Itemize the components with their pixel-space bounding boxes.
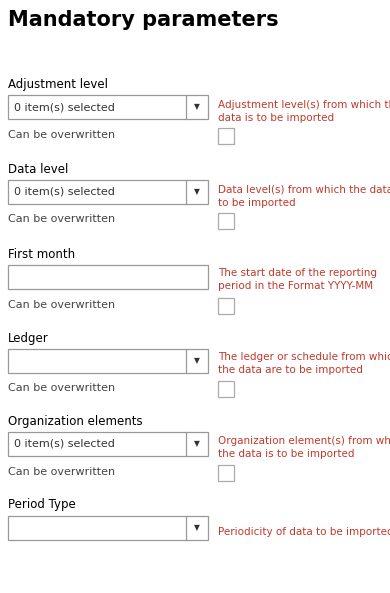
FancyBboxPatch shape: [8, 432, 208, 456]
Text: Mandatory parameters: Mandatory parameters: [8, 10, 278, 30]
FancyBboxPatch shape: [8, 349, 208, 373]
Text: 0 item(s) selected: 0 item(s) selected: [14, 187, 115, 197]
FancyBboxPatch shape: [218, 128, 234, 144]
FancyBboxPatch shape: [8, 265, 208, 289]
Text: ▼: ▼: [194, 356, 200, 365]
Text: Periodicity of data to be imported: Periodicity of data to be imported: [218, 527, 390, 537]
Text: Can be overwritten: Can be overwritten: [8, 383, 115, 393]
Text: Adjustment level: Adjustment level: [8, 78, 108, 91]
FancyBboxPatch shape: [8, 95, 208, 119]
FancyBboxPatch shape: [8, 180, 208, 204]
Text: ▼: ▼: [194, 524, 200, 533]
Text: Period Type: Period Type: [8, 498, 76, 511]
FancyBboxPatch shape: [218, 465, 234, 481]
Text: 0 item(s) selected: 0 item(s) selected: [14, 102, 115, 112]
Text: The start date of the reporting
period in the Format YYYY-MM: The start date of the reporting period i…: [218, 268, 377, 291]
FancyBboxPatch shape: [8, 516, 208, 540]
Text: ▼: ▼: [194, 187, 200, 196]
Text: 0 item(s) selected: 0 item(s) selected: [14, 439, 115, 449]
Text: First month: First month: [8, 248, 75, 261]
Text: Organization element(s) from which
the data is to be imported: Organization element(s) from which the d…: [218, 436, 390, 459]
Text: Can be overwritten: Can be overwritten: [8, 214, 115, 224]
Text: Data level(s) from which the data is
to be imported: Data level(s) from which the data is to …: [218, 185, 390, 208]
FancyBboxPatch shape: [218, 213, 234, 229]
Text: The ledger or schedule from which
the data are to be imported: The ledger or schedule from which the da…: [218, 352, 390, 375]
Text: Data level: Data level: [8, 163, 68, 176]
Text: ▼: ▼: [194, 103, 200, 111]
FancyBboxPatch shape: [218, 381, 234, 397]
Text: Can be overwritten: Can be overwritten: [8, 130, 115, 140]
FancyBboxPatch shape: [218, 298, 234, 314]
Text: Can be overwritten: Can be overwritten: [8, 467, 115, 477]
Text: ▼: ▼: [194, 439, 200, 448]
Text: Organization elements: Organization elements: [8, 415, 143, 428]
Text: Ledger: Ledger: [8, 332, 49, 345]
Text: Can be overwritten: Can be overwritten: [8, 300, 115, 310]
Text: Adjustment level(s) from which the
data is to be imported: Adjustment level(s) from which the data …: [218, 100, 390, 123]
